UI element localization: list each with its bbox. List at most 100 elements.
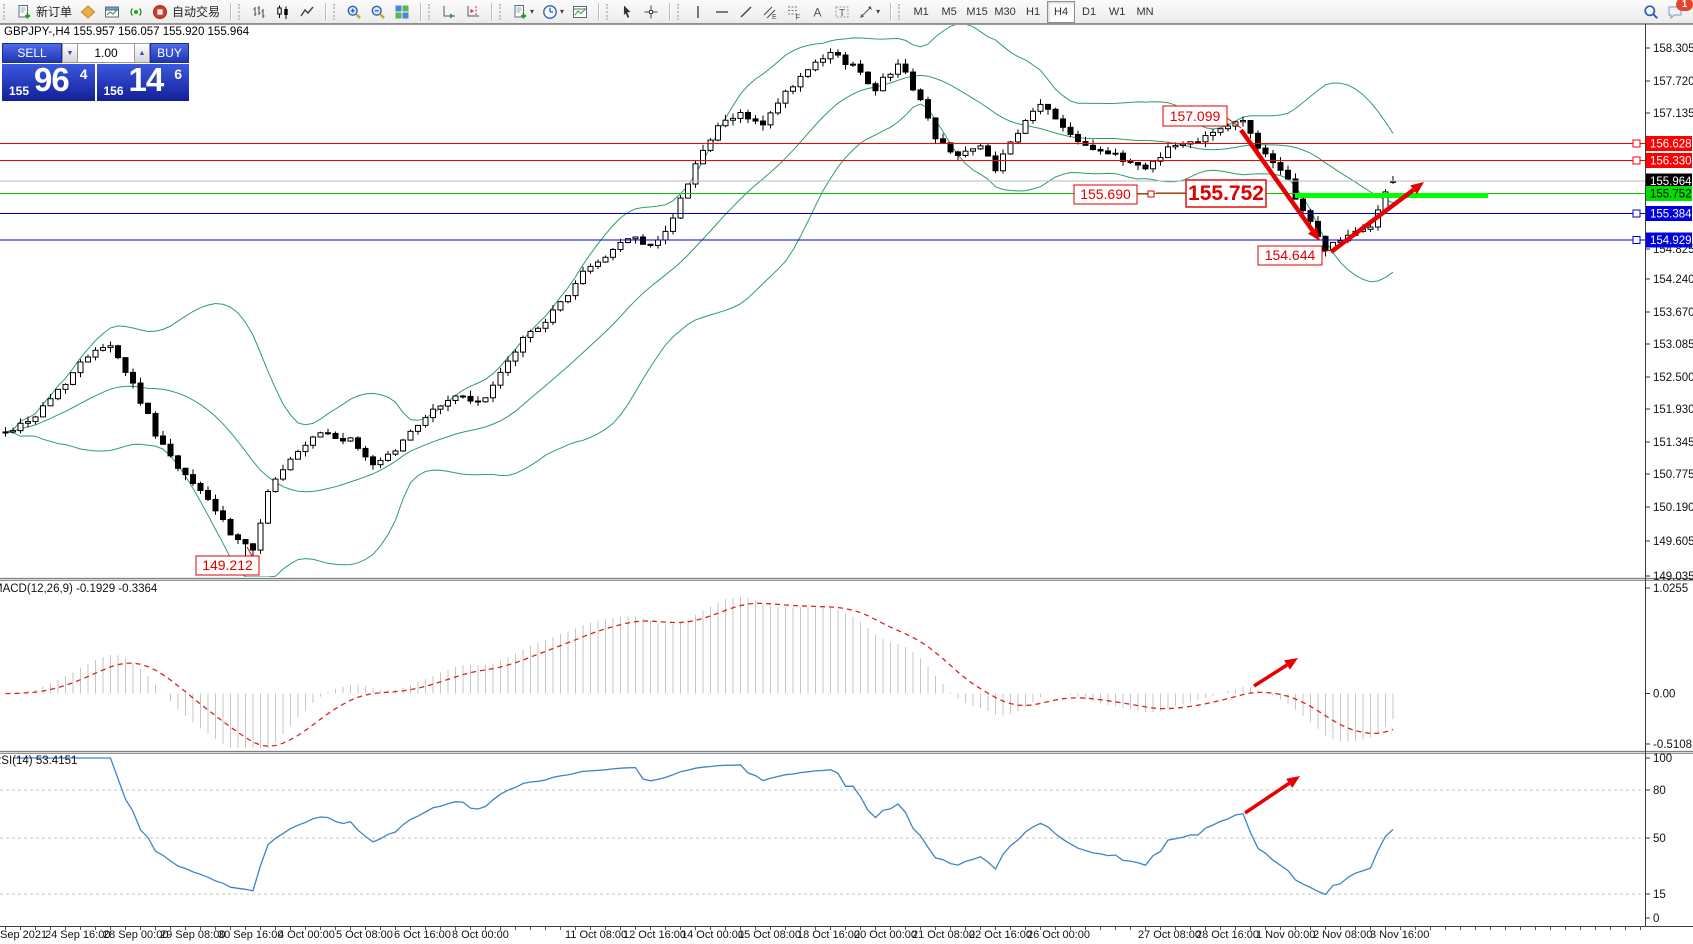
channel-button[interactable]: E [758,1,782,23]
fibonacci-button[interactable]: F [782,1,806,23]
bollinger-upper-band[interactable] [5,24,1394,433]
indicators-button[interactable]: ▾ [508,1,538,23]
macd-panel[interactable] [5,596,1394,748]
chat-button[interactable]: 1 [1663,0,1693,23]
candle [227,518,234,536]
market-watch-button[interactable] [100,1,124,23]
price-label-text: 155.964 [1650,176,1692,188]
candle [700,149,706,165]
autotrading-button[interactable]: 自动交易 [148,1,224,23]
tf-w1-button[interactable]: W1 [1103,1,1131,23]
candle [1090,144,1096,150]
channel-icon: E [762,4,778,20]
bar-chart-button[interactable] [247,1,271,23]
toolbar-grip [428,3,434,20]
periods-button[interactable]: ▾ [538,1,568,23]
templates-button[interactable] [568,1,592,23]
candle [1015,132,1021,143]
zoom-in-button[interactable] [342,1,366,23]
buy-price-tile[interactable]: 156 14 6 [96,61,189,101]
trend-arrow[interactable] [1329,188,1415,254]
price-annotation-box[interactable] [195,555,260,576]
candle [107,345,114,349]
tile-windows-icon [394,4,410,20]
level-line-handle[interactable] [1632,139,1641,148]
tf-h4-button[interactable]: H4 [1047,0,1076,23]
dropdown-arrow-icon[interactable]: ▾ [876,7,881,16]
price-tick-label: 157.720 [1653,76,1693,88]
tf-m30-button[interactable]: M30 [991,1,1019,23]
level-line-handle[interactable] [1632,209,1641,218]
candle [452,395,459,401]
candle [610,248,616,258]
level-line-handle[interactable] [1632,156,1641,165]
chart-shift-button[interactable] [461,1,485,23]
dropdown-arrow-icon[interactable]: ▾ [560,7,565,16]
sell-button[interactable]: SELL [2,43,62,63]
tf-m5-button[interactable]: M5 [935,1,963,23]
candle [550,309,556,323]
price-annotation-box[interactable] [1185,179,1267,208]
candle [1180,143,1186,146]
volume-decrease-button[interactable]: ▼ [62,43,78,63]
vertical-line-button[interactable] [686,1,710,23]
signals-icon [128,4,144,20]
level-line-handle[interactable] [1632,236,1641,244]
price-annotation-box[interactable] [1257,245,1323,266]
support-highlight-line[interactable] [1295,193,1488,198]
rsi-panel[interactable] [0,757,1645,896]
text-button[interactable]: A [806,1,830,23]
tf-mn-button[interactable]: MN [1131,1,1159,23]
bollinger-middle-band[interactable] [5,74,1394,493]
cursor-button[interactable] [615,1,639,23]
text-label-button[interactable]: T [830,1,854,23]
candle [970,148,976,152]
trendline-button[interactable] [734,1,758,23]
buy-button[interactable]: BUY [150,43,189,63]
candle [220,510,226,520]
signals-button[interactable] [124,1,148,23]
candle [1045,103,1051,110]
candle [955,151,961,156]
tile-windows-button[interactable] [390,1,414,23]
trend-arrow[interactable] [1239,128,1315,232]
dropdown-arrow-icon[interactable]: ▾ [530,7,535,16]
candle [497,371,504,386]
zoom-out-button[interactable] [366,1,390,23]
volume-increase-button[interactable]: ▲ [134,43,150,63]
price-tick-label: 154.240 [1653,274,1693,286]
x-axis-label: 8 Oct 00:00 [452,929,509,941]
tf-m15-button[interactable]: M15 [963,1,991,23]
main-chart-plot[interactable] [2,24,1396,577]
candle [242,539,249,545]
price-annotation-box[interactable] [1162,105,1228,127]
rsi-tick-label: 80 [1653,785,1666,797]
new-order-button[interactable]: 新订单 [12,1,76,23]
candle [985,145,991,157]
price-annotation-box[interactable] [1073,184,1138,205]
horizontal-line-button[interactable] [710,1,734,23]
candle [542,321,549,329]
candle [1060,118,1066,128]
auto-scroll-button[interactable] [437,1,461,23]
trend-arrow[interactable] [1253,663,1288,688]
candle [437,405,444,410]
line-chart-button[interactable] [295,1,319,23]
tf-d1-button[interactable]: D1 [1075,1,1103,23]
price-annotation-text: 155.752 [1188,182,1264,205]
tf-m1-button[interactable]: M1 [907,1,935,23]
x-axis-label: 29 Sep 08:00 [160,929,225,941]
search-button[interactable] [1639,1,1663,23]
trend-arrow[interactable] [1244,781,1291,815]
one-click-trading-panel: SELL ▼ 1.00 ▲ BUY 155 96 4 156 14 6 [2,43,189,101]
sell-price-tile[interactable]: 155 96 4 [2,61,95,101]
favorites-icon-button[interactable] [76,1,100,23]
price-axis-labels: 158.305157.720157.135154.825154.240153.6… [1645,43,1693,925]
volume-input[interactable]: 1.00 [78,43,134,63]
candlestick-chart-button[interactable] [271,1,295,23]
candle [115,345,121,359]
tf-h1-button[interactable]: H1 [1019,1,1047,23]
crosshair-button[interactable] [639,1,663,23]
arrows-button[interactable]: ▾ [854,1,884,23]
